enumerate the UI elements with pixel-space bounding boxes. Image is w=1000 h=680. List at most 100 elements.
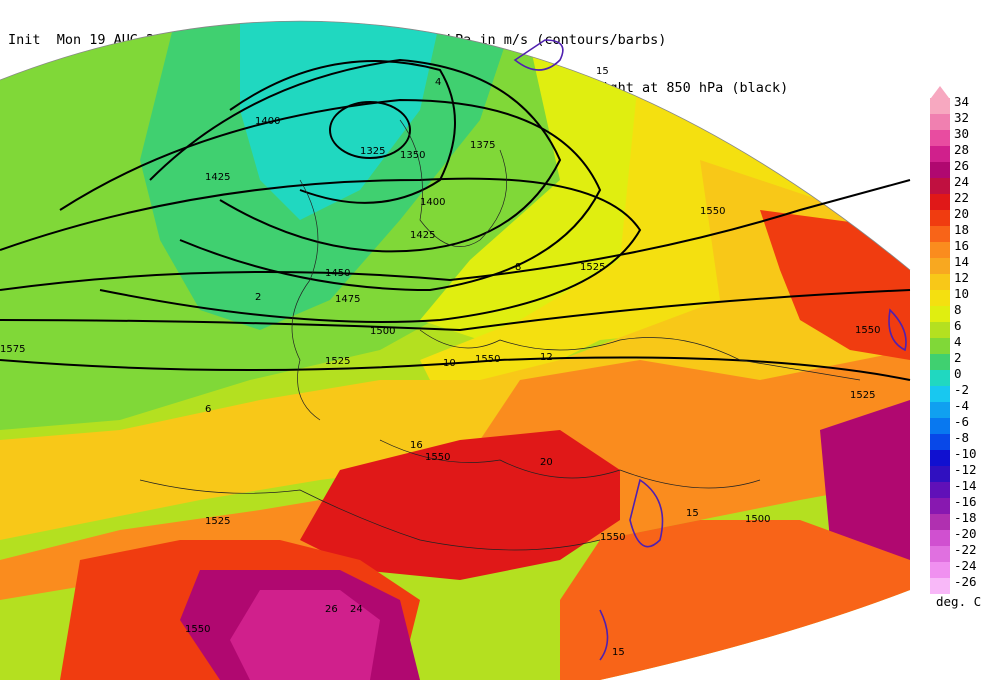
height-label: 1500: [370, 326, 395, 337]
colorbar-swatch: [930, 258, 950, 274]
colorbar-swatch: [930, 482, 950, 498]
colorbar-swatch: [930, 114, 950, 130]
colorbar-label: -26: [954, 574, 977, 589]
colorbar-label: -22: [954, 542, 977, 557]
wind-label: 15: [686, 508, 699, 519]
colorbar-label: 18: [954, 222, 970, 237]
colorbar-swatch: [930, 434, 950, 450]
colorbar-label: -8: [954, 430, 970, 445]
height-label: 1575: [0, 344, 25, 355]
colorbar-swatch: [930, 210, 950, 226]
colorbar-swatches: [930, 98, 950, 594]
colorbar-label: -24: [954, 558, 977, 573]
colorbar-label: 32: [954, 110, 970, 125]
height-label: 1475: [335, 294, 360, 305]
colorbar-swatch: [930, 322, 950, 338]
colorbar-swatch: [930, 306, 950, 322]
height-label: 1500: [745, 514, 770, 525]
colorbar-label: -10: [954, 446, 977, 461]
colorbar-label: 12: [954, 270, 970, 285]
colorbar-label: 2: [954, 350, 962, 365]
colorbar-label: 24: [954, 174, 970, 189]
colorbar-swatch: [930, 530, 950, 546]
colorbar-swatch: [930, 242, 950, 258]
temp-label: 4: [435, 77, 441, 88]
colorbar-label: -2: [954, 382, 970, 397]
colorbar-swatch: [930, 178, 950, 194]
colorbar: [930, 86, 950, 594]
height-label: 1325: [360, 146, 385, 157]
height-label: 1350: [400, 150, 425, 161]
colorbar-swatch: [930, 498, 950, 514]
colorbar-label: -14: [954, 478, 977, 493]
colorbar-labels: 34 32 30 28 26 24 22 20 18 16 14 12 10 8 6 4 2 0 -2 -4 -6 -8-…: [954, 94, 977, 590]
colorbar-swatch: [930, 130, 950, 146]
height-label: 1550: [855, 325, 880, 336]
colorbar-swatch: [930, 514, 950, 530]
colorbar-label: 8: [954, 302, 962, 317]
height-label: 1525: [325, 356, 350, 367]
colorbar-swatch: [930, 274, 950, 290]
wind-label: 15: [612, 647, 625, 658]
colorbar-label: 20: [954, 206, 970, 221]
colorbar-label: 4: [954, 334, 962, 349]
height-label: 1550: [185, 624, 210, 635]
colorbar-swatch: [930, 338, 950, 354]
height-label: 1550: [475, 354, 500, 365]
colorbar-label: 30: [954, 126, 970, 141]
colorbar-label: 6: [954, 318, 962, 333]
height-label: 1450: [325, 268, 350, 279]
colorbar-swatch: [930, 466, 950, 482]
height-label: 1525: [580, 262, 605, 273]
colorbar-label: 28: [954, 142, 970, 157]
temp-label: 16: [410, 440, 423, 451]
colorbar-label: -6: [954, 414, 970, 429]
colorbar-label: 14: [954, 254, 970, 269]
colorbar-swatch: [930, 386, 950, 402]
colorbar-swatch: [930, 98, 950, 114]
colorbar-swatch: [930, 546, 950, 562]
height-label: 1525: [205, 516, 230, 527]
height-label: 1375: [470, 140, 495, 151]
colorbar-swatch: [930, 418, 950, 434]
temp-label: 26: [325, 604, 338, 615]
colorbar-swatch: [930, 146, 950, 162]
height-label: 1400: [255, 116, 280, 127]
colorbar-label: 0: [954, 366, 962, 381]
temp-label: 20: [540, 457, 553, 468]
geopotential-contours: [0, 58, 911, 381]
height-label: 1425: [410, 230, 435, 241]
colorbar-swatch: [930, 370, 950, 386]
colorbar-swatch: [930, 578, 950, 594]
colorbar-swatch: [930, 562, 950, 578]
temp-label: 2: [255, 292, 261, 303]
colorbar-units: deg. C: [936, 594, 982, 609]
wind-speed-contours: [513, 39, 907, 661]
wind-label: 15: [596, 66, 609, 77]
colorbar-label: 10: [954, 286, 970, 301]
colorbar-label: -18: [954, 510, 977, 525]
temp-label: 6: [205, 404, 211, 415]
temp-label: 10: [443, 358, 456, 369]
colorbar-label: 34: [954, 94, 970, 109]
colorbar-label: -20: [954, 526, 977, 541]
colorbar-label: -12: [954, 462, 977, 477]
colorbar-label: -4: [954, 398, 970, 413]
colorbar-swatch: [930, 402, 950, 418]
colorbar-label: 26: [954, 158, 970, 173]
height-label: 1425: [205, 172, 230, 183]
coastlines: [139, 119, 861, 551]
height-label: 1550: [700, 206, 725, 217]
height-label: 1550: [425, 452, 450, 463]
colorbar-swatch: [930, 450, 950, 466]
colorbar-swatch: [930, 162, 950, 178]
colorbar-label: 22: [954, 190, 970, 205]
colorbar-swatch: [930, 194, 950, 210]
colorbar-label: 16: [954, 238, 970, 253]
map-boundary: [0, 20, 911, 271]
colorbar-top-arrow: [931, 86, 949, 98]
colorbar-label: -16: [954, 494, 977, 509]
height-label: 1525: [850, 390, 875, 401]
temp-label: 24: [350, 604, 363, 615]
